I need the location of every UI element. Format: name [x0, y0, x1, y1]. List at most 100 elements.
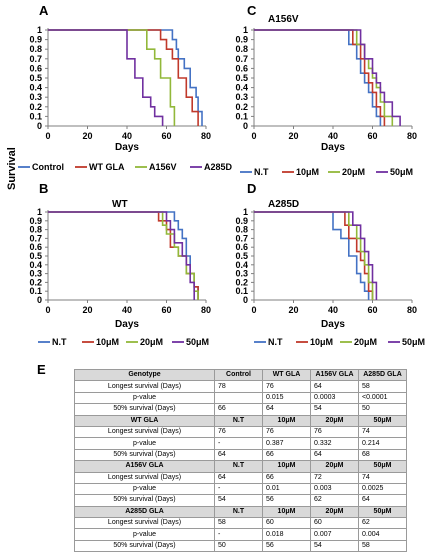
series-line-d-2 — [254, 211, 374, 300]
table-header-cell: WT GLA — [262, 368, 311, 382]
table-row: Longest survival (Days) 78 76 64 58 — [74, 380, 407, 393]
table-cell: 56 — [262, 494, 311, 507]
series-line-c-3 — [254, 29, 401, 126]
table-header-cell: 50μM — [358, 460, 407, 473]
y-tick-label-a: 0.6 — [29, 63, 42, 73]
table-header-cell: Genotype — [74, 368, 215, 382]
table-cell: - — [214, 528, 263, 541]
table-cell: 0.01 — [262, 482, 311, 496]
x-axis-label-a: Days — [115, 142, 139, 153]
legend-label-d-3: 50μM — [402, 337, 425, 347]
panel-letter-d: D — [247, 181, 257, 196]
table-cell: 62 — [310, 494, 359, 507]
table-cell: 0.0025 — [358, 482, 407, 496]
table-header-cell: A156V GLA — [74, 460, 215, 473]
table-cell: 50 — [214, 539, 263, 552]
y-tick-label-b: 1 — [37, 207, 42, 217]
legend-label-c-1: 10μM — [296, 167, 319, 177]
table-cell: 64 — [310, 380, 359, 393]
legend-label-d-0: N.T — [268, 337, 283, 347]
x-axis-label-b: Days — [115, 319, 139, 330]
series-line-a-2 — [48, 29, 176, 126]
table-row: p-value -0.018 0.007 0.004 — [74, 528, 407, 541]
y-tick-label-b: 0.8 — [29, 225, 42, 235]
table-cell: 0.214 — [358, 437, 407, 450]
table-cell: 58 — [358, 539, 407, 552]
table-cell: - — [214, 437, 263, 450]
x-tick-label-c: 20 — [288, 131, 298, 141]
y-tick-label-b: 0.4 — [29, 260, 42, 270]
series-line-d-3 — [254, 211, 378, 300]
panel-letter-c: C — [247, 3, 257, 18]
y-tick-label-d: 0.9 — [235, 216, 248, 226]
table-row: p-value -0.01 0.003 0.0025 — [74, 482, 407, 496]
y-tick-label-b: 0.1 — [29, 286, 42, 296]
table-cell: p-value — [74, 391, 215, 405]
table-cell: 0.003 — [310, 482, 359, 496]
table-cell — [214, 391, 263, 405]
x-tick-label-c: 40 — [328, 131, 338, 141]
y-tick-label-c: 0.6 — [235, 63, 248, 73]
table-header-cell: 20μM — [310, 460, 359, 473]
table-cell: 76 — [262, 425, 311, 439]
table-cell: 66 — [262, 448, 311, 462]
table-cell: 54 — [214, 494, 263, 507]
x-tick-label-d: 20 — [288, 305, 298, 315]
table-header-cell: A285D GLA — [358, 368, 407, 382]
y-tick-label-c: 0.3 — [235, 92, 248, 102]
y-tick-label-b: 0.3 — [29, 269, 42, 279]
y-tick-label-d: 0.5 — [235, 251, 248, 261]
table-row: Longest survival (Days) 64 66 72 74 — [74, 471, 407, 484]
table-cell: 66 — [214, 403, 263, 416]
table-cell: 64 — [262, 403, 311, 416]
legend-label-a-0: Control — [32, 162, 64, 172]
y-tick-label-b: 0.9 — [29, 216, 42, 226]
table-header-row: Genotype Control WT GLA A156V GLA A285D GLA — [74, 368, 407, 382]
table-cell: 76 — [262, 380, 311, 393]
y-tick-label-a: 0.2 — [29, 102, 42, 112]
table-header-cell: N.T — [214, 505, 263, 519]
table-cell: 54 — [310, 403, 359, 416]
table-cell: 50% survival (Days) — [74, 494, 215, 507]
y-tick-label-c: 0.7 — [235, 54, 248, 64]
y-tick-label-c: 0.2 — [235, 102, 248, 112]
legend-label-b-3: 50μM — [186, 337, 209, 347]
x-tick-label-b: 80 — [201, 305, 211, 315]
table-cell: 56 — [262, 539, 311, 552]
table-cell: 74 — [358, 425, 407, 439]
panel-title-c: A156V — [268, 14, 299, 25]
table-row: 50% survival (Days) 64 66 64 68 — [74, 448, 407, 462]
y-tick-label-d: 0.6 — [235, 242, 248, 252]
y-tick-label-c: 0.9 — [235, 35, 248, 45]
table-row: 50% survival (Days) 66 64 54 50 — [74, 403, 407, 416]
table-cell: 0.387 — [262, 437, 311, 450]
panel-letter-a: A — [39, 3, 49, 18]
table-cell: 64 — [358, 494, 407, 507]
table-header-cell: 50μM — [358, 505, 407, 519]
y-tick-label-c: 0.4 — [235, 83, 248, 93]
table-header-cell: 20μM — [310, 505, 359, 519]
table-cell: 68 — [358, 448, 407, 462]
y-tick-label-c: 0.1 — [235, 111, 248, 121]
y-tick-label-d: 0.7 — [235, 233, 248, 243]
y-tick-label-a: 1 — [37, 25, 42, 35]
table-cell: 50% survival (Days) — [74, 403, 215, 416]
table-header-cell: 50μM — [358, 414, 407, 427]
legend-label-a-2: A156V — [149, 162, 177, 172]
series-line-b-2 — [48, 211, 199, 300]
y-tick-label-c: 1 — [243, 25, 248, 35]
table-cell: 76 — [214, 425, 263, 439]
table-header-cell: WT GLA — [74, 414, 215, 427]
x-tick-label-b: 0 — [45, 305, 50, 315]
legend-label-b-2: 20μM — [140, 337, 163, 347]
table-cell: 78 — [214, 380, 263, 393]
results-table: Genotype Control WT GLA A156V GLA A285D GLA L… — [74, 368, 407, 552]
panel-letter-e: E — [37, 362, 46, 377]
legend-label-b-1: 10μM — [96, 337, 119, 347]
x-tick-label-c: 60 — [367, 131, 377, 141]
x-tick-label-a: 60 — [161, 131, 171, 141]
table-cell: 64 — [310, 448, 359, 462]
table-cell: 50% survival (Days) — [74, 448, 215, 462]
table-cell: p-value — [74, 482, 215, 496]
table-cell: Longest survival (Days) — [74, 471, 215, 484]
